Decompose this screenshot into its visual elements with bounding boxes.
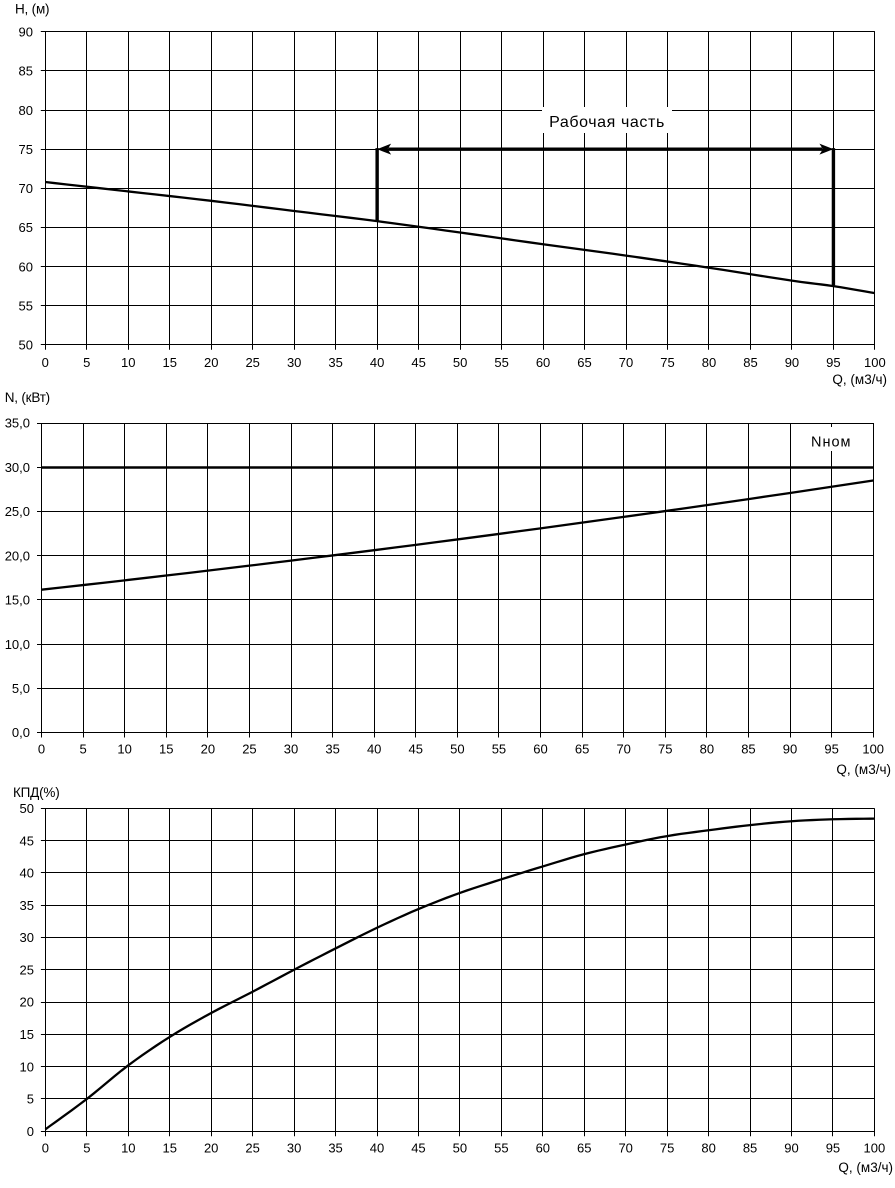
svg-text:50: 50: [20, 801, 34, 816]
svg-text:90: 90: [784, 1141, 798, 1156]
svg-text:КПД(%): КПД(%): [13, 785, 60, 800]
svg-text:15: 15: [159, 742, 173, 757]
svg-text:85: 85: [741, 742, 755, 757]
svg-text:H, (м): H, (м): [15, 2, 49, 17]
svg-text:5: 5: [27, 1092, 34, 1107]
svg-text:95: 95: [824, 742, 838, 757]
svg-text:40: 40: [370, 1141, 384, 1156]
svg-text:0: 0: [38, 742, 45, 757]
svg-text:100: 100: [864, 355, 886, 370]
svg-text:30: 30: [20, 930, 34, 945]
svg-text:85: 85: [19, 64, 33, 79]
svg-text:10: 10: [20, 1059, 34, 1074]
svg-text:100: 100: [862, 742, 884, 757]
svg-text:45: 45: [20, 833, 34, 848]
svg-text:20,0: 20,0: [5, 548, 30, 563]
svg-text:15,0: 15,0: [5, 593, 30, 608]
svg-text:45: 45: [409, 742, 423, 757]
svg-text:80: 80: [700, 742, 714, 757]
svg-text:80: 80: [19, 103, 33, 118]
svg-text:Nном: Nном: [811, 435, 852, 451]
svg-text:50: 50: [19, 338, 33, 353]
svg-text:95: 95: [826, 355, 840, 370]
svg-text:55: 55: [494, 355, 508, 370]
svg-text:85: 85: [743, 1141, 757, 1156]
svg-text:95: 95: [826, 1141, 840, 1156]
svg-text:10,0: 10,0: [5, 637, 30, 652]
svg-text:75: 75: [660, 1141, 674, 1156]
svg-text:15: 15: [163, 1141, 177, 1156]
svg-text:20: 20: [201, 742, 215, 757]
svg-text:55: 55: [494, 1141, 508, 1156]
svg-text:Q, (м3/ч): Q, (м3/ч): [836, 762, 891, 777]
svg-text:65: 65: [577, 1141, 591, 1156]
svg-text:10: 10: [121, 1141, 135, 1156]
svg-text:70: 70: [616, 742, 630, 757]
svg-text:85: 85: [743, 355, 757, 370]
svg-text:40: 40: [370, 355, 384, 370]
svg-text:Рабочая часть: Рабочая часть: [549, 114, 665, 131]
svg-text:50: 50: [450, 742, 464, 757]
svg-text:20: 20: [204, 1141, 218, 1156]
svg-text:0: 0: [42, 1141, 49, 1156]
svg-text:65: 65: [577, 355, 591, 370]
svg-text:20: 20: [20, 995, 34, 1010]
svg-text:0,0: 0,0: [12, 725, 30, 740]
svg-text:Q, (м3/ч): Q, (м3/ч): [838, 1160, 893, 1175]
svg-text:45: 45: [411, 355, 425, 370]
svg-text:15: 15: [20, 1027, 34, 1042]
svg-text:30: 30: [287, 1141, 301, 1156]
svg-text:90: 90: [783, 742, 797, 757]
svg-text:35: 35: [325, 742, 339, 757]
svg-text:30: 30: [287, 355, 301, 370]
svg-text:65: 65: [575, 742, 589, 757]
svg-text:100: 100: [864, 1141, 886, 1156]
svg-text:90: 90: [19, 25, 33, 40]
svg-text:0: 0: [27, 1124, 34, 1139]
svg-text:55: 55: [492, 742, 506, 757]
svg-text:0: 0: [42, 355, 49, 370]
svg-text:10: 10: [117, 742, 131, 757]
svg-text:20: 20: [204, 355, 218, 370]
svg-text:25: 25: [242, 742, 256, 757]
svg-text:25: 25: [245, 355, 259, 370]
svg-text:50: 50: [453, 1141, 467, 1156]
svg-text:10: 10: [121, 355, 135, 370]
svg-text:35: 35: [328, 355, 342, 370]
svg-text:35,0: 35,0: [5, 416, 30, 431]
svg-text:30: 30: [284, 742, 298, 757]
svg-text:75: 75: [658, 742, 672, 757]
svg-text:60: 60: [19, 259, 33, 274]
svg-text:30,0: 30,0: [5, 460, 30, 475]
svg-text:60: 60: [536, 355, 550, 370]
svg-text:70: 70: [618, 1141, 632, 1156]
svg-text:25: 25: [20, 962, 34, 977]
svg-text:35: 35: [20, 898, 34, 913]
svg-text:N, (кВт): N, (кВт): [5, 390, 50, 405]
svg-text:60: 60: [533, 742, 547, 757]
svg-text:25,0: 25,0: [5, 504, 30, 519]
svg-text:5: 5: [83, 1141, 90, 1156]
svg-text:80: 80: [702, 355, 716, 370]
svg-text:5,0: 5,0: [12, 681, 30, 696]
svg-text:25: 25: [245, 1141, 259, 1156]
svg-text:65: 65: [19, 220, 33, 235]
svg-text:80: 80: [701, 1141, 715, 1156]
svg-text:45: 45: [411, 1141, 425, 1156]
svg-text:5: 5: [83, 355, 90, 370]
svg-text:75: 75: [660, 355, 674, 370]
svg-text:50: 50: [453, 355, 467, 370]
svg-text:55: 55: [19, 298, 33, 313]
svg-text:90: 90: [785, 355, 799, 370]
svg-text:15: 15: [163, 355, 177, 370]
svg-text:75: 75: [19, 142, 33, 157]
svg-text:35: 35: [328, 1141, 342, 1156]
svg-text:70: 70: [619, 355, 633, 370]
svg-text:Q, (м3/ч): Q, (м3/ч): [832, 372, 887, 387]
svg-text:70: 70: [19, 181, 33, 196]
svg-text:40: 40: [367, 742, 381, 757]
svg-text:40: 40: [20, 866, 34, 881]
svg-text:5: 5: [79, 742, 86, 757]
svg-text:60: 60: [536, 1141, 550, 1156]
